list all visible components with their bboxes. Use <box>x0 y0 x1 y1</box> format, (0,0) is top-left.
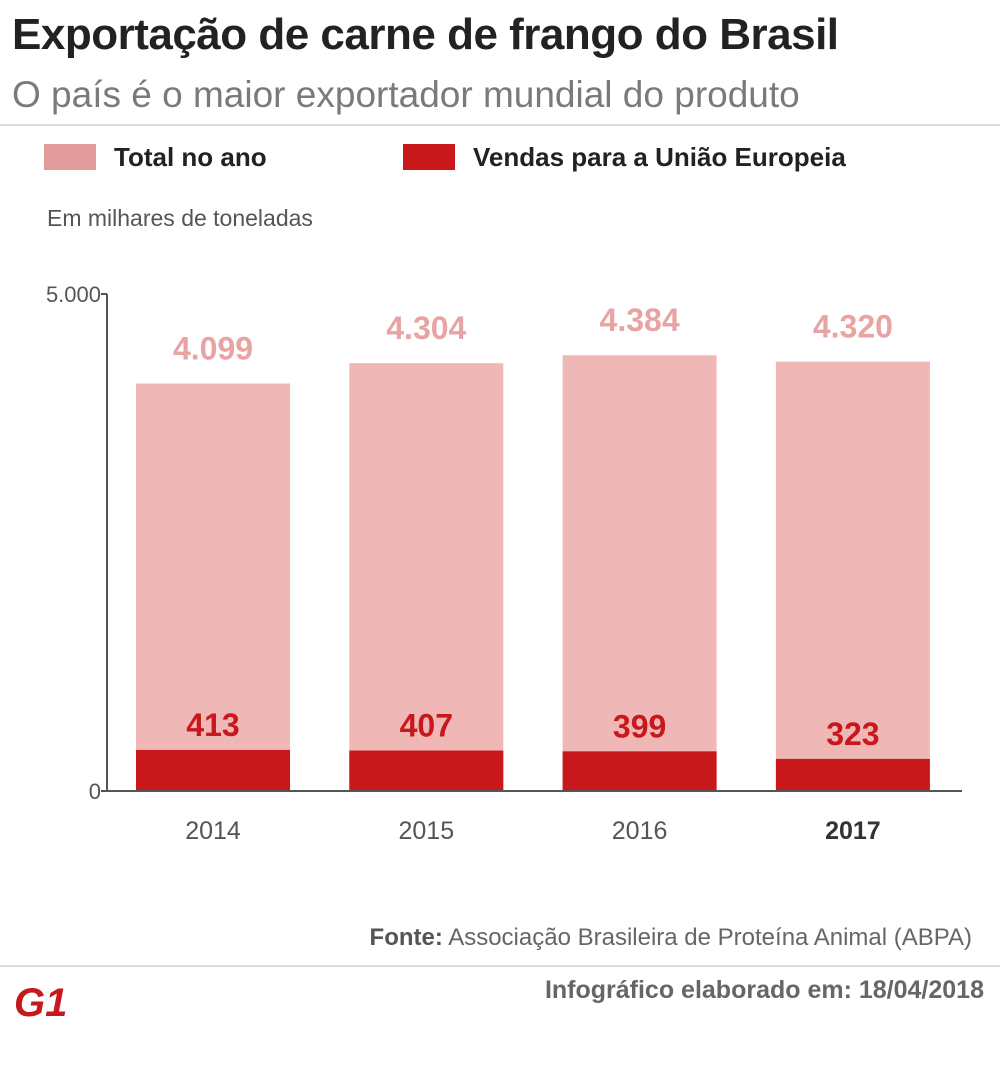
bar-eu-2014 <box>136 749 290 791</box>
bar-chart: 4.099 413 2014 4.304 407 2015 4.384 399 2016 4.32… <box>46 282 962 845</box>
source-text: Associação Brasileira de Proteína Animal… <box>448 924 972 951</box>
legend-item-eu: Vendas para a União Europeia <box>403 140 846 174</box>
footer-divider <box>0 965 1000 967</box>
chart-subtitle: O país é o maior exportador mundial do p… <box>12 74 800 115</box>
g1-logo-text: G1 <box>14 983 67 1021</box>
x-tick-label-2016: 2016 <box>612 817 668 845</box>
chart-title: Exportação de carne de frango do Brasil <box>12 10 839 59</box>
x-tick-label-2017: 2017 <box>825 817 881 845</box>
data-label-total-2015: 4.304 <box>386 310 466 346</box>
bar-eu-2017 <box>775 758 930 791</box>
unit-note: Em milhares de toneladas <box>47 205 313 231</box>
legend-label-total: Total no ano <box>114 141 267 172</box>
legend-item-total: Total no ano <box>44 140 267 174</box>
bar-total-2016 <box>562 355 717 791</box>
header-divider <box>0 124 1000 126</box>
data-label-eu-2016: 399 <box>613 708 666 744</box>
data-label-total-2016: 4.384 <box>600 302 680 338</box>
bar-total-2017 <box>775 361 930 791</box>
legend-swatch-eu <box>403 144 455 170</box>
data-label-total-2017: 4.320 <box>813 309 893 345</box>
source-note: Fonte: Associação Brasileira de Proteína… <box>370 924 972 952</box>
credit-note: Infográfico elaborado em: 18/04/2018 <box>544 976 984 1004</box>
x-tick-label-2015: 2015 <box>398 817 454 845</box>
data-label-eu-2014: 413 <box>186 707 239 743</box>
data-label-eu-2017: 323 <box>826 716 879 752</box>
legend-label-eu: Vendas para a União Europeia <box>473 141 846 172</box>
bar-total-2014 <box>136 383 290 791</box>
x-tick-label-2014: 2014 <box>185 817 241 845</box>
bar-eu-2015 <box>349 750 504 791</box>
y-tick-label-0: 0 <box>89 779 101 804</box>
legend-swatch-total <box>44 144 96 170</box>
data-label-total-2014: 4.099 <box>173 331 253 367</box>
bar-eu-2016 <box>562 751 717 791</box>
source-prefix: Fonte: <box>369 924 443 951</box>
y-tick-label-5000: 5.000 <box>46 282 101 307</box>
data-label-eu-2015: 407 <box>400 708 453 744</box>
g1-logo: G1 <box>14 983 67 1021</box>
bar-total-2015 <box>349 363 504 791</box>
